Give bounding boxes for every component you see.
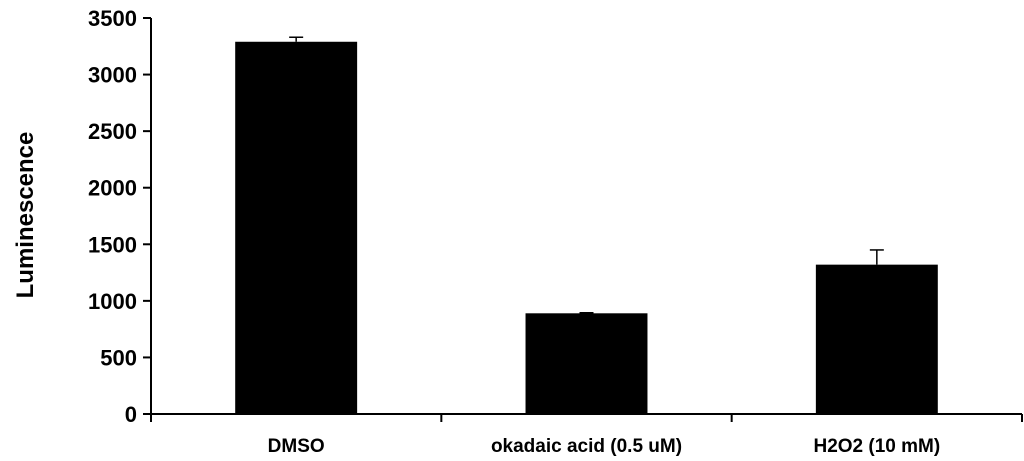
- x-category-label-1: okadaic acid (0.5 uM): [491, 436, 682, 457]
- x-category-label-0: DMSO: [268, 436, 325, 457]
- y-axis-title: Luminescence: [12, 132, 39, 299]
- error-bars: [289, 36, 884, 314]
- bar-0: [235, 41, 358, 414]
- bars: [235, 41, 938, 414]
- y-tick-label-4: 2000: [88, 176, 137, 201]
- y-tick-label-7: 3500: [88, 6, 137, 31]
- bar-2: [815, 264, 938, 414]
- y-axis-ticks: 0 500 1000 1500 2000 2500 3000 3500: [88, 6, 151, 427]
- y-tick-label-3: 1500: [88, 232, 137, 257]
- y-tick-label-1: 500: [100, 345, 137, 370]
- x-axis-ticks: DMSO okadaic acid (0.5 uM) H2O2 (10 mM): [150, 414, 1023, 457]
- y-tick-label-0: 0: [125, 402, 137, 427]
- y-tick-label-2: 1000: [88, 289, 137, 314]
- x-category-label-2: H2O2 (10 mM): [813, 436, 940, 457]
- bar-1: [525, 313, 648, 414]
- y-tick-label-5: 2500: [88, 119, 137, 144]
- y-tick-label-6: 3000: [88, 63, 137, 88]
